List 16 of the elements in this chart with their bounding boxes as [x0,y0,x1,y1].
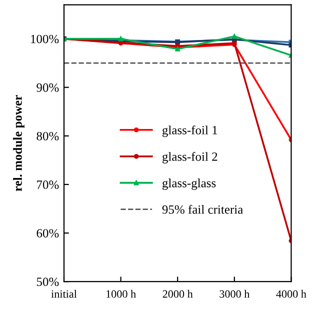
x-tick-label: 2000 h [162,290,193,298]
x-tick-label: 4000 h [276,290,306,298]
legend-label: glass-foil 1 [162,125,218,137]
y-tick-label: 70% [37,180,59,189]
legend-label: glass-glass [162,178,216,190]
legend-label: 95% fail criteria [162,204,243,214]
y-tick-label: 100% [31,34,59,44]
y-tick-label: 60% [36,229,59,238]
y-tick-label: 80% [36,132,59,140]
x-tick-label: 3000 h [220,290,250,298]
y-tick-label: 90% [36,83,59,92]
x-tick-label: initial [51,290,77,298]
legend-label: glass-foil 2 [162,152,218,164]
x-tick-label: 1000 h [106,290,136,298]
y-tick-label: 50% [36,278,59,286]
y-axis-title: rel. module power [13,95,24,192]
